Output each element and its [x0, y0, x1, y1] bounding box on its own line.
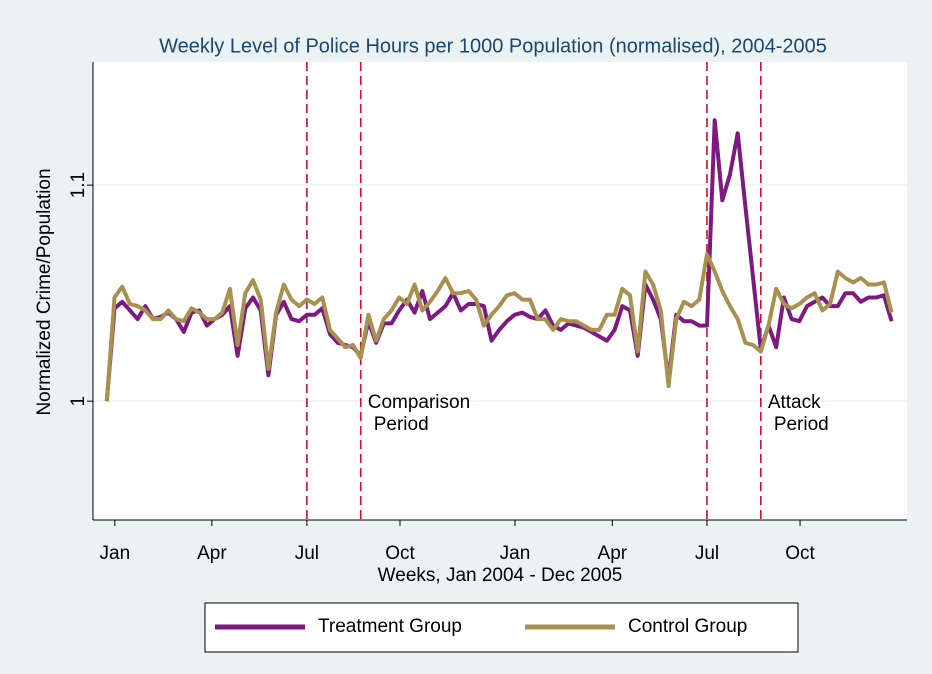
period-label: Period: [774, 414, 829, 435]
period-label: Period: [374, 414, 429, 435]
legend-label: Control Group: [628, 616, 747, 637]
chart-title: Weekly Level of Police Hours per 1000 Po…: [159, 35, 827, 57]
y-tick-label: 1.1: [68, 172, 89, 198]
x-axis-label: Weeks, Jan 2004 - Dec 2005: [378, 565, 623, 586]
plot-area: [93, 62, 907, 520]
x-tick-label: Oct: [785, 543, 815, 564]
y-tick-label: 1: [68, 396, 89, 407]
y-axis-label: Normalized Crime/Population: [34, 168, 55, 415]
x-tick-label: Oct: [385, 543, 415, 564]
x-tick-label: Apr: [197, 543, 227, 564]
period-label: Attack: [768, 392, 821, 413]
x-tick-label: Jul: [295, 543, 319, 564]
x-tick-label: Apr: [598, 543, 628, 564]
period-label: Comparison: [368, 392, 470, 413]
legend-label: Treatment Group: [318, 616, 462, 637]
x-tick-label: Jul: [695, 543, 719, 564]
series-line: [104, 252, 894, 402]
x-tick-label: Jan: [100, 543, 131, 564]
x-tick-label: Jan: [500, 543, 531, 564]
